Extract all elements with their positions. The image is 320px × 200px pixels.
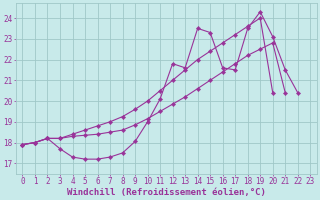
- X-axis label: Windchill (Refroidissement éolien,°C): Windchill (Refroidissement éolien,°C): [67, 188, 266, 197]
